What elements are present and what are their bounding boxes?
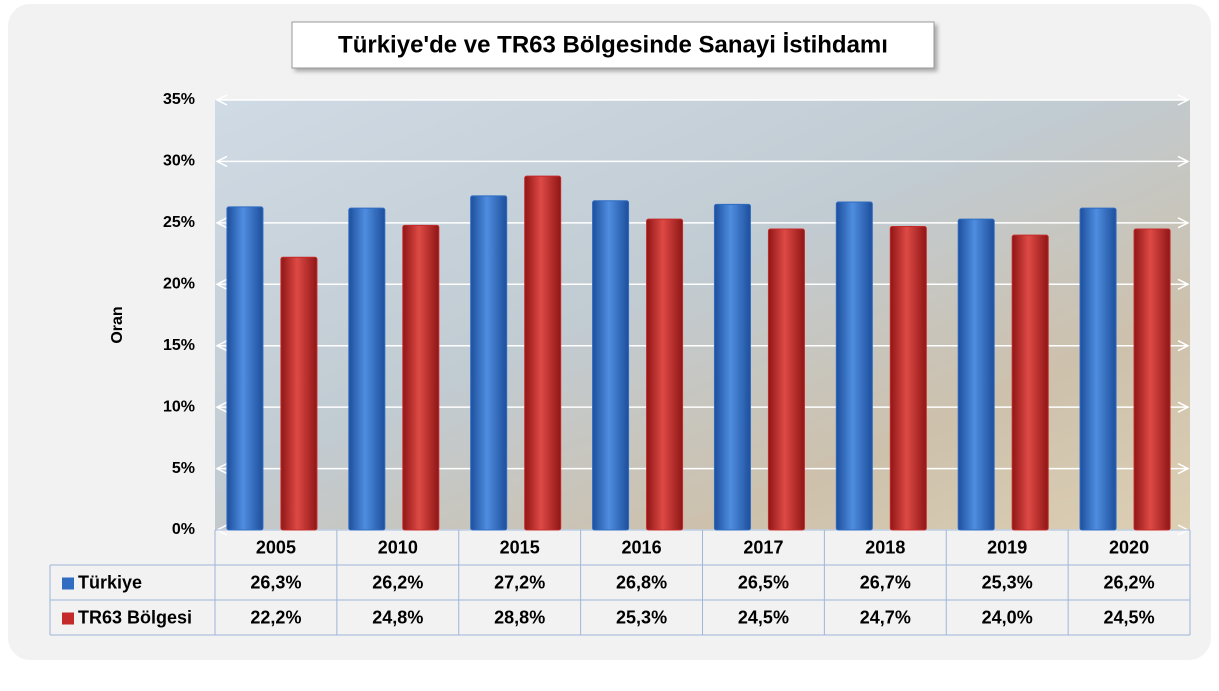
data-table-value: 26,2% — [372, 572, 423, 592]
legend-swatch — [62, 577, 74, 590]
x-tick-label: 2020 — [1109, 537, 1149, 557]
x-tick-label: 2018 — [865, 537, 905, 557]
legend-label: Türkiye — [78, 572, 142, 592]
y-tick-label: 30% — [163, 153, 195, 170]
bar — [889, 226, 927, 531]
grid-arrow — [215, 340, 1190, 352]
y-tick-label: 20% — [163, 276, 195, 293]
y-tick-label: 5% — [172, 460, 195, 477]
x-tick-label: 2016 — [622, 537, 662, 557]
grid-arrow — [215, 155, 1190, 168]
title-frame — [291, 21, 935, 69]
y-tick-label: 15% — [163, 337, 195, 354]
data-table-value: 24,7% — [860, 607, 911, 627]
x-tick-label: 2019 — [987, 537, 1027, 557]
bar — [957, 218, 995, 531]
grid-arrow — [215, 401, 1190, 413]
data-table-value: 25,3% — [616, 607, 667, 627]
bar — [524, 175, 562, 531]
data-table-value: 26,8% — [616, 572, 667, 592]
data-table-value: 24,8% — [372, 607, 423, 627]
data-table-value: 25,3% — [982, 572, 1033, 592]
data-table-value: 24,5% — [738, 607, 789, 627]
bar — [348, 207, 386, 531]
data-table-value: 26,5% — [738, 572, 789, 592]
y-tick-label: 25% — [163, 214, 195, 231]
grid-arrow — [215, 462, 1190, 475]
legend-swatch — [62, 612, 74, 625]
x-tick-label: 2010 — [378, 537, 418, 557]
x-tick-label: 2017 — [743, 537, 783, 557]
bar — [767, 228, 805, 531]
bar — [1133, 228, 1171, 531]
bar — [280, 256, 318, 531]
data-table-value: 24,5% — [1104, 607, 1155, 627]
bar — [592, 200, 630, 531]
grid-arrow — [215, 217, 1190, 229]
grid-arrow — [215, 278, 1190, 290]
bar — [1011, 234, 1049, 531]
data-table-value: 26,7% — [860, 572, 911, 592]
data-table-value: 28,8% — [494, 607, 545, 627]
bar — [402, 224, 440, 531]
y-tick-label: 10% — [163, 398, 195, 415]
title-box — [291, 21, 935, 69]
bar — [713, 203, 751, 531]
data-table-value: 22,2% — [250, 607, 301, 627]
x-tick-label: 2005 — [256, 537, 296, 557]
y-axis-label: Oran — [109, 306, 126, 343]
legend-label: TR63 Bölgesi — [78, 607, 192, 627]
y-tick-label: 35% — [163, 91, 195, 108]
bar — [1079, 207, 1117, 531]
bar — [226, 206, 264, 531]
bar — [646, 218, 684, 531]
y-tick-label: 0% — [172, 521, 195, 538]
x-tick-label: 2015 — [500, 537, 540, 557]
bar — [470, 195, 508, 531]
data-table-value: 26,2% — [1104, 572, 1155, 592]
bar — [835, 201, 873, 531]
grid-arrow — [215, 94, 1190, 106]
data-table-value: 27,2% — [494, 572, 545, 592]
chart-title: Türkiye'de ve TR63 Bölgesinde Sanayi İst… — [338, 31, 888, 58]
data-table-value: 24,0% — [982, 607, 1033, 627]
data-table-value: 26,3% — [250, 572, 301, 592]
